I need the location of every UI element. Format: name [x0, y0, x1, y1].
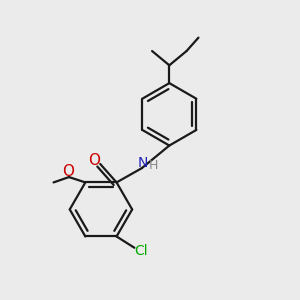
- Text: H: H: [148, 159, 158, 172]
- Text: Cl: Cl: [134, 244, 148, 258]
- Text: O: O: [62, 164, 74, 179]
- Text: O: O: [88, 153, 100, 168]
- Text: N: N: [137, 156, 148, 170]
